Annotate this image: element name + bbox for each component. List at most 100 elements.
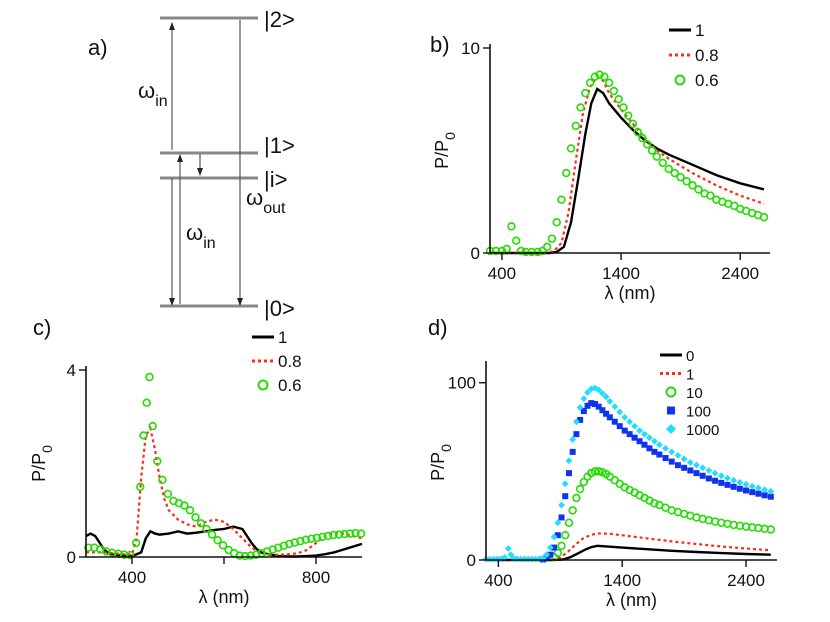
data-point-100 <box>569 448 576 455</box>
data-point-100 <box>668 458 675 465</box>
data-point-1000 <box>486 555 494 563</box>
data-point-100 <box>573 431 580 438</box>
data-point-0-6 <box>676 172 685 182</box>
data-point-0-6 <box>664 164 673 174</box>
data-point-100 <box>761 492 768 499</box>
legend-swatch <box>667 406 675 415</box>
data-point-1000 <box>651 437 658 445</box>
data-point-1000 <box>730 476 738 484</box>
data-point-10 <box>594 467 603 476</box>
y-axis-label: P/P0 <box>428 444 454 481</box>
data-point-100 <box>616 423 623 430</box>
level-2-label: |2> <box>264 7 295 32</box>
series-10 <box>549 467 776 562</box>
legend-c: 1 0.8 0.6 <box>252 328 302 395</box>
legend-item: 0 <box>660 348 694 365</box>
legend-item: 0.6 <box>257 376 302 395</box>
data-point-0-6 <box>345 529 355 538</box>
data-point-0-6 <box>136 482 145 492</box>
data-point-0-6 <box>658 158 667 168</box>
data-point-100 <box>767 493 774 500</box>
series-line-1 <box>486 532 771 562</box>
y-tick-label: 100 <box>448 374 476 393</box>
data-point-1000 <box>546 544 554 551</box>
y-tick-label: 0 <box>67 548 76 567</box>
data-point-1000 <box>699 464 707 472</box>
data-point-100 <box>584 402 591 409</box>
legend-b: 1 0.8 0.6 <box>669 21 719 90</box>
y-tick-label: 10 <box>461 39 480 58</box>
legend-item: 100 <box>667 404 711 421</box>
data-point-0-6 <box>307 534 316 543</box>
legend-swatch <box>674 74 686 86</box>
data-point-0-6 <box>312 533 322 543</box>
series-1 <box>490 87 765 255</box>
data-point-100 <box>730 483 737 490</box>
data-point-1000 <box>655 441 663 449</box>
legend-item: 0.8 <box>252 352 302 371</box>
data-point-0-6 <box>246 551 255 560</box>
data-point-0-6 <box>323 531 333 541</box>
data-point-0-6 <box>290 538 300 547</box>
legend-label: 0 <box>686 348 694 365</box>
data-point-100 <box>551 544 558 551</box>
data-point-100 <box>641 441 648 448</box>
data-point-0-6 <box>356 529 366 538</box>
y-axis-label: P/P0 <box>432 132 458 169</box>
data-point-0-6 <box>84 543 93 552</box>
data-point-0-6 <box>576 103 585 112</box>
data-point-0-6 <box>252 550 261 559</box>
data-point-0-6 <box>643 140 652 149</box>
data-point-1000 <box>705 467 713 474</box>
legend-label: 1000 <box>686 422 719 439</box>
data-point-1000 <box>646 434 653 442</box>
data-point-100 <box>547 551 554 558</box>
legend-label: 0.8 <box>695 46 719 65</box>
series-1 <box>486 532 771 562</box>
data-point-1000 <box>599 389 606 397</box>
legend-item: 1 <box>660 367 694 384</box>
data-point-1000 <box>621 413 629 421</box>
series-0-6 <box>84 372 366 561</box>
data-point-1000 <box>767 487 775 495</box>
arrow-head-down-icon <box>197 168 203 176</box>
panel-label-c: c) <box>33 315 51 340</box>
data-point-100 <box>687 467 694 474</box>
data-point-0-6 <box>581 88 590 98</box>
data-point-100 <box>621 427 628 434</box>
data-point-1000 <box>528 555 536 563</box>
data-point-1000 <box>524 555 532 563</box>
series-100 <box>539 400 774 563</box>
data-point-10 <box>557 541 566 551</box>
data-point-100 <box>626 431 633 438</box>
arrow-head-down-icon <box>169 298 175 306</box>
data-point-100 <box>603 410 610 417</box>
data-point-100 <box>674 462 681 469</box>
data-point-1000 <box>572 418 580 426</box>
data-point-1000 <box>550 533 558 541</box>
series-0-6 <box>485 70 769 257</box>
data-point-1000 <box>724 474 731 482</box>
data-point-1000 <box>717 472 725 480</box>
data-point-0-6 <box>145 372 154 382</box>
data-point-0-6 <box>512 236 521 245</box>
data-point-1000 <box>595 386 603 394</box>
data-point-100 <box>724 481 731 488</box>
legend-item: 1000 <box>666 422 719 439</box>
data-point-10 <box>575 484 585 494</box>
data-point-0-6 <box>240 551 250 561</box>
data-point-0-6 <box>301 535 311 544</box>
data-point-0-6 <box>191 513 200 522</box>
omega-in-top-label: ωin <box>138 78 168 110</box>
legend-swatch <box>666 424 676 434</box>
y-tick-label: 0 <box>471 244 480 263</box>
y-tick-label: 4 <box>67 361 76 380</box>
data-point-1000 <box>641 430 648 438</box>
data-point-0-6 <box>682 177 691 186</box>
data-point-0-6 <box>334 530 344 539</box>
data-point-100 <box>705 475 712 482</box>
data-point-0-6 <box>604 78 614 88</box>
data-point-100 <box>562 493 569 500</box>
